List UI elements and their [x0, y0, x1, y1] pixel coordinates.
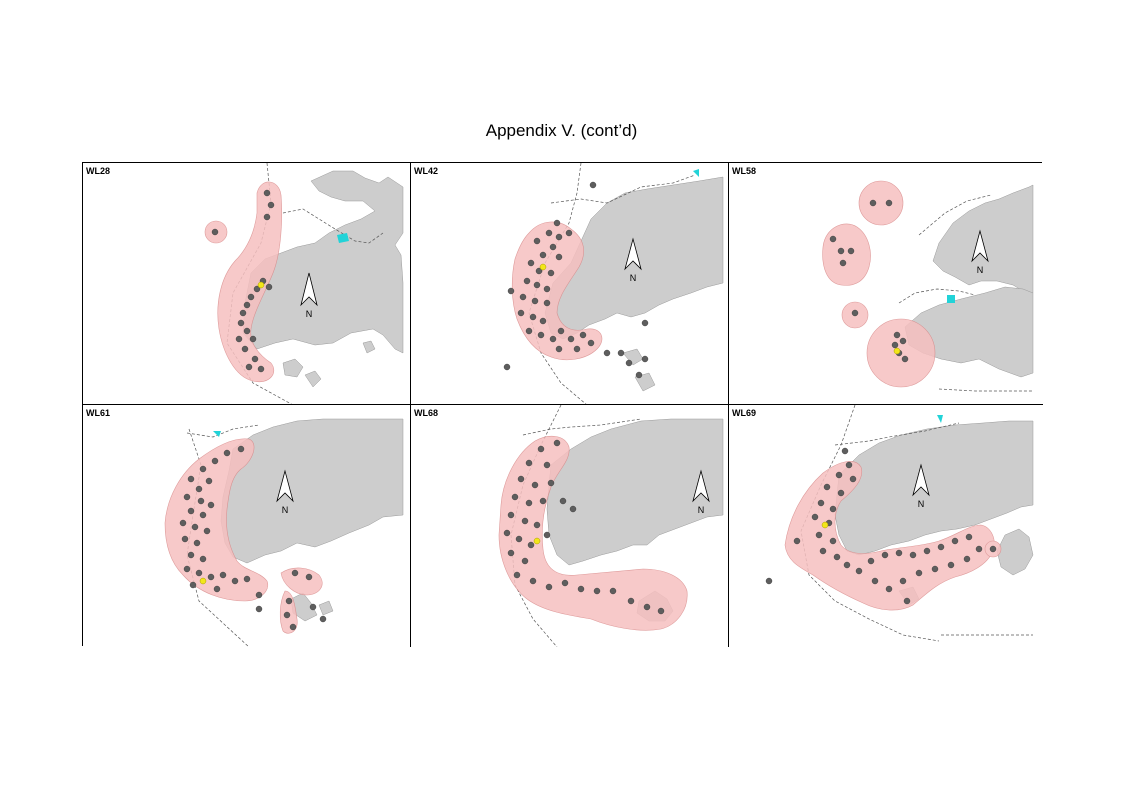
page-title: Appendix V. (cont’d) — [485, 121, 638, 140]
map-wl69: N — [765, 405, 1034, 642]
map-wl61: N — [164, 418, 404, 647]
sighting-points — [179, 445, 327, 631]
water-feature — [337, 233, 349, 243]
capture-point — [257, 281, 265, 289]
north-arrow: N — [971, 229, 989, 275]
north-arrow-label: N — [282, 505, 289, 515]
boundary-lines — [898, 194, 1033, 392]
map-panel-wl58: WL58 — [729, 163, 1043, 405]
map-panel-wl61: WL61 — [83, 405, 411, 647]
map-panel-wl69: WL69 — [729, 405, 1043, 647]
north-arrow: N — [624, 237, 642, 283]
north-arrow-label: N — [918, 499, 925, 509]
north-arrow-label: N — [630, 273, 637, 283]
north-arrow: N — [692, 469, 710, 515]
panel-label: WL68 — [414, 408, 439, 418]
boundary-lines — [800, 405, 1033, 642]
map-panel-wl42: WL42 — [411, 163, 729, 405]
north-arrow: N — [912, 463, 930, 509]
home-range-polygons — [784, 461, 1002, 611]
capture-point — [199, 577, 207, 585]
north-arrow: N — [276, 469, 294, 515]
map-wl42: N — [503, 163, 724, 404]
home-range-polygons — [498, 435, 688, 631]
water-feature — [937, 415, 943, 423]
panel-label: WL42 — [414, 166, 439, 176]
sighting-points — [829, 199, 909, 363]
home-range-polygons — [204, 181, 283, 383]
sighting-points — [503, 439, 665, 615]
north-arrow-label: N — [306, 309, 313, 319]
land-mass — [904, 184, 1034, 378]
panel-label: WL61 — [86, 408, 111, 418]
land-mass — [834, 420, 1034, 606]
panel-label: WL58 — [732, 166, 757, 176]
sighting-points — [503, 181, 649, 379]
panel-label: WL28 — [86, 166, 111, 176]
map-panel-wl28: WL28 — [83, 163, 411, 405]
water-feature — [947, 295, 955, 303]
capture-point — [893, 347, 901, 355]
water-feature — [213, 431, 221, 437]
map-panel-wl68: WL68 — [411, 405, 729, 647]
capture-point — [533, 537, 541, 545]
capture-point — [821, 521, 829, 529]
north-arrow-label: N — [977, 265, 984, 275]
land-mass — [242, 170, 404, 388]
north-arrow-label: N — [698, 505, 705, 515]
sighting-points — [765, 447, 997, 605]
water-feature — [693, 169, 699, 177]
home-range-polygons — [822, 180, 936, 388]
map-panel-grid: WL28 — [82, 162, 1043, 647]
map-wl68: N — [498, 405, 724, 647]
map-wl58: N — [822, 180, 1034, 392]
north-arrow: N — [300, 272, 318, 319]
capture-point — [539, 263, 547, 271]
panel-label: WL69 — [732, 408, 757, 418]
boundary-lines — [528, 163, 696, 404]
map-wl28: N — [204, 163, 404, 404]
